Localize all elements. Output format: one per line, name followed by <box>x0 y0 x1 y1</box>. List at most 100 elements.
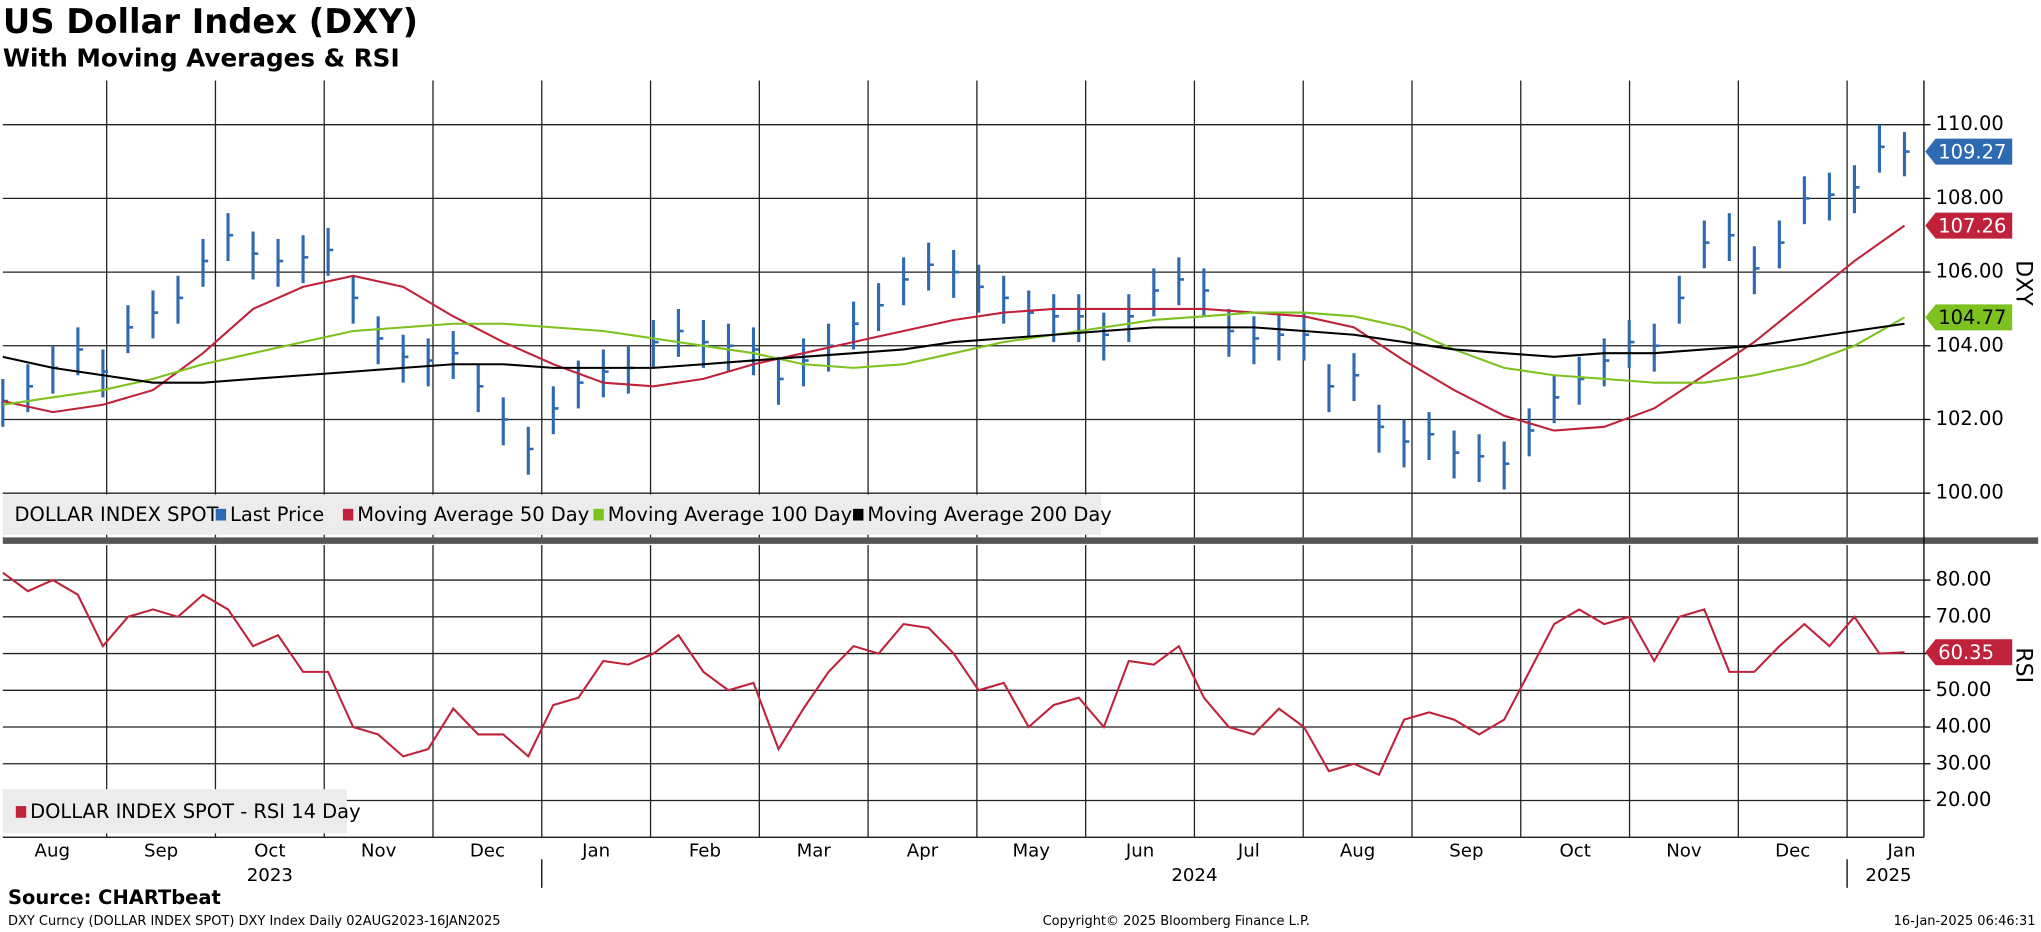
legend-box <box>2 494 1101 535</box>
price-bar <box>1627 319 1635 368</box>
y-tick-label: 30.00 <box>1936 751 1992 774</box>
last-value-tag <box>1925 212 2013 239</box>
line-series <box>2 224 1906 432</box>
chart-subtitle: With Moving Averages & RSI <box>3 44 400 73</box>
price-bar <box>126 305 134 354</box>
price-bar <box>226 213 234 262</box>
y-tick-label: 20.00 <box>1936 788 1992 811</box>
price-bar <box>1677 275 1685 324</box>
price-bar <box>451 331 459 379</box>
line-series <box>2 571 1905 777</box>
price-bar <box>1527 408 1535 457</box>
footer-right: 16-Jan-2025 06:46:31 <box>1894 914 2036 929</box>
price-bar <box>877 283 884 332</box>
price-bar <box>51 345 59 394</box>
price-bar <box>1102 312 1109 361</box>
price-bar <box>151 290 159 339</box>
price-bar <box>476 364 484 413</box>
legend-label: Moving Average 200 Day <box>867 503 1111 526</box>
x-tick-label: Jul <box>1237 841 1260 862</box>
price-bar <box>276 238 284 287</box>
y-tick-label: 40.00 <box>1936 715 1992 738</box>
x-year-label: 2023 <box>247 865 293 886</box>
x-tick-label: Sep <box>144 841 178 862</box>
last-value-label: 109.27 <box>1938 140 2006 163</box>
x-tick-label: Aug <box>1340 841 1375 862</box>
price-bar <box>251 231 259 280</box>
x-tick-label: Dec <box>1775 841 1810 862</box>
price-bar <box>1252 316 1260 365</box>
price-bar <box>801 338 809 387</box>
price-bar <box>701 319 709 368</box>
x-tick-label: Jan <box>1886 841 1915 862</box>
price-bar <box>1427 412 1435 461</box>
price-bar <box>526 426 534 475</box>
line-series <box>2 311 1905 406</box>
price-bar <box>1652 323 1660 372</box>
price-bar <box>1377 404 1385 453</box>
y-axis-title: RSI <box>2011 647 2036 683</box>
legend-title: DOLLAR INDEX SPOT <box>15 503 219 526</box>
price-bar <box>401 334 409 383</box>
x-tick-label: Jan <box>581 841 610 862</box>
price-bar <box>676 308 684 357</box>
legend-swatch <box>342 508 354 521</box>
last-value-label: 104.77 <box>1938 306 2006 329</box>
x-tick-label: May <box>1013 841 1051 862</box>
price-bar <box>351 275 359 324</box>
price-bar <box>326 227 334 276</box>
price-bar <box>651 319 659 368</box>
y-tick-label: 110.00 <box>1936 112 2004 135</box>
price-bar <box>1002 275 1009 324</box>
price-bar <box>1227 308 1235 357</box>
legend-label: DOLLAR INDEX SPOT - RSI 14 Day <box>30 800 361 823</box>
legend-label: Moving Average 100 Day <box>608 503 852 526</box>
x-tick-label: Apr <box>907 841 939 862</box>
x-tick-label: Feb <box>689 841 721 862</box>
panel-separator <box>2 537 2039 544</box>
x-year-label: 2025 <box>1865 865 1911 886</box>
price-bar <box>301 235 309 284</box>
y-tick-label: 102.00 <box>1936 407 2004 430</box>
x-tick-label: Aug <box>35 841 70 862</box>
legend-label: Moving Average 50 Day <box>357 503 589 526</box>
last-value-label: 60.35 <box>1938 641 1994 664</box>
legend-swatch <box>593 508 604 521</box>
y-tick-label: 50.00 <box>1936 678 1992 701</box>
price-bar <box>1727 213 1735 262</box>
price-bar <box>1552 375 1560 424</box>
source: Source: CHARTbeat <box>8 886 221 909</box>
price-bar <box>1752 246 1760 295</box>
last-value-tag <box>1925 639 2013 666</box>
price-bar <box>952 249 959 298</box>
y-tick-label: 100.00 <box>1936 481 2004 504</box>
price-bar <box>76 327 84 376</box>
last-value-tag <box>1925 138 2013 165</box>
price-bar <box>601 349 609 398</box>
price-bar <box>551 386 559 435</box>
price-bar <box>1452 430 1460 479</box>
price-bar <box>776 356 784 405</box>
price-bar <box>1702 220 1710 269</box>
last-value-tag <box>1925 304 2013 331</box>
x-tick-label: Oct <box>1559 841 1590 862</box>
x-year-label: 2024 <box>1171 865 1217 886</box>
price-bar <box>977 264 984 313</box>
y-tick-label: 106.00 <box>1936 260 2004 283</box>
x-tick-label: Oct <box>254 841 285 862</box>
last-value-label: 107.26 <box>1938 214 2006 237</box>
price-bar <box>1802 176 1810 225</box>
price-bar <box>1277 312 1285 361</box>
legend-swatch <box>215 508 227 521</box>
price-bar <box>426 338 434 387</box>
price-bar <box>1577 356 1585 405</box>
price-bar <box>176 275 184 324</box>
price-bar <box>902 257 909 306</box>
footer-left: DXY Curncy (DOLLAR INDEX SPOT) DXY Index… <box>8 914 500 929</box>
price-bar <box>1027 290 1034 339</box>
price-bar <box>1902 132 1910 177</box>
legend-swatch <box>853 508 864 521</box>
price-bar <box>1477 434 1485 483</box>
y-tick-label: 70.00 <box>1936 604 1992 627</box>
